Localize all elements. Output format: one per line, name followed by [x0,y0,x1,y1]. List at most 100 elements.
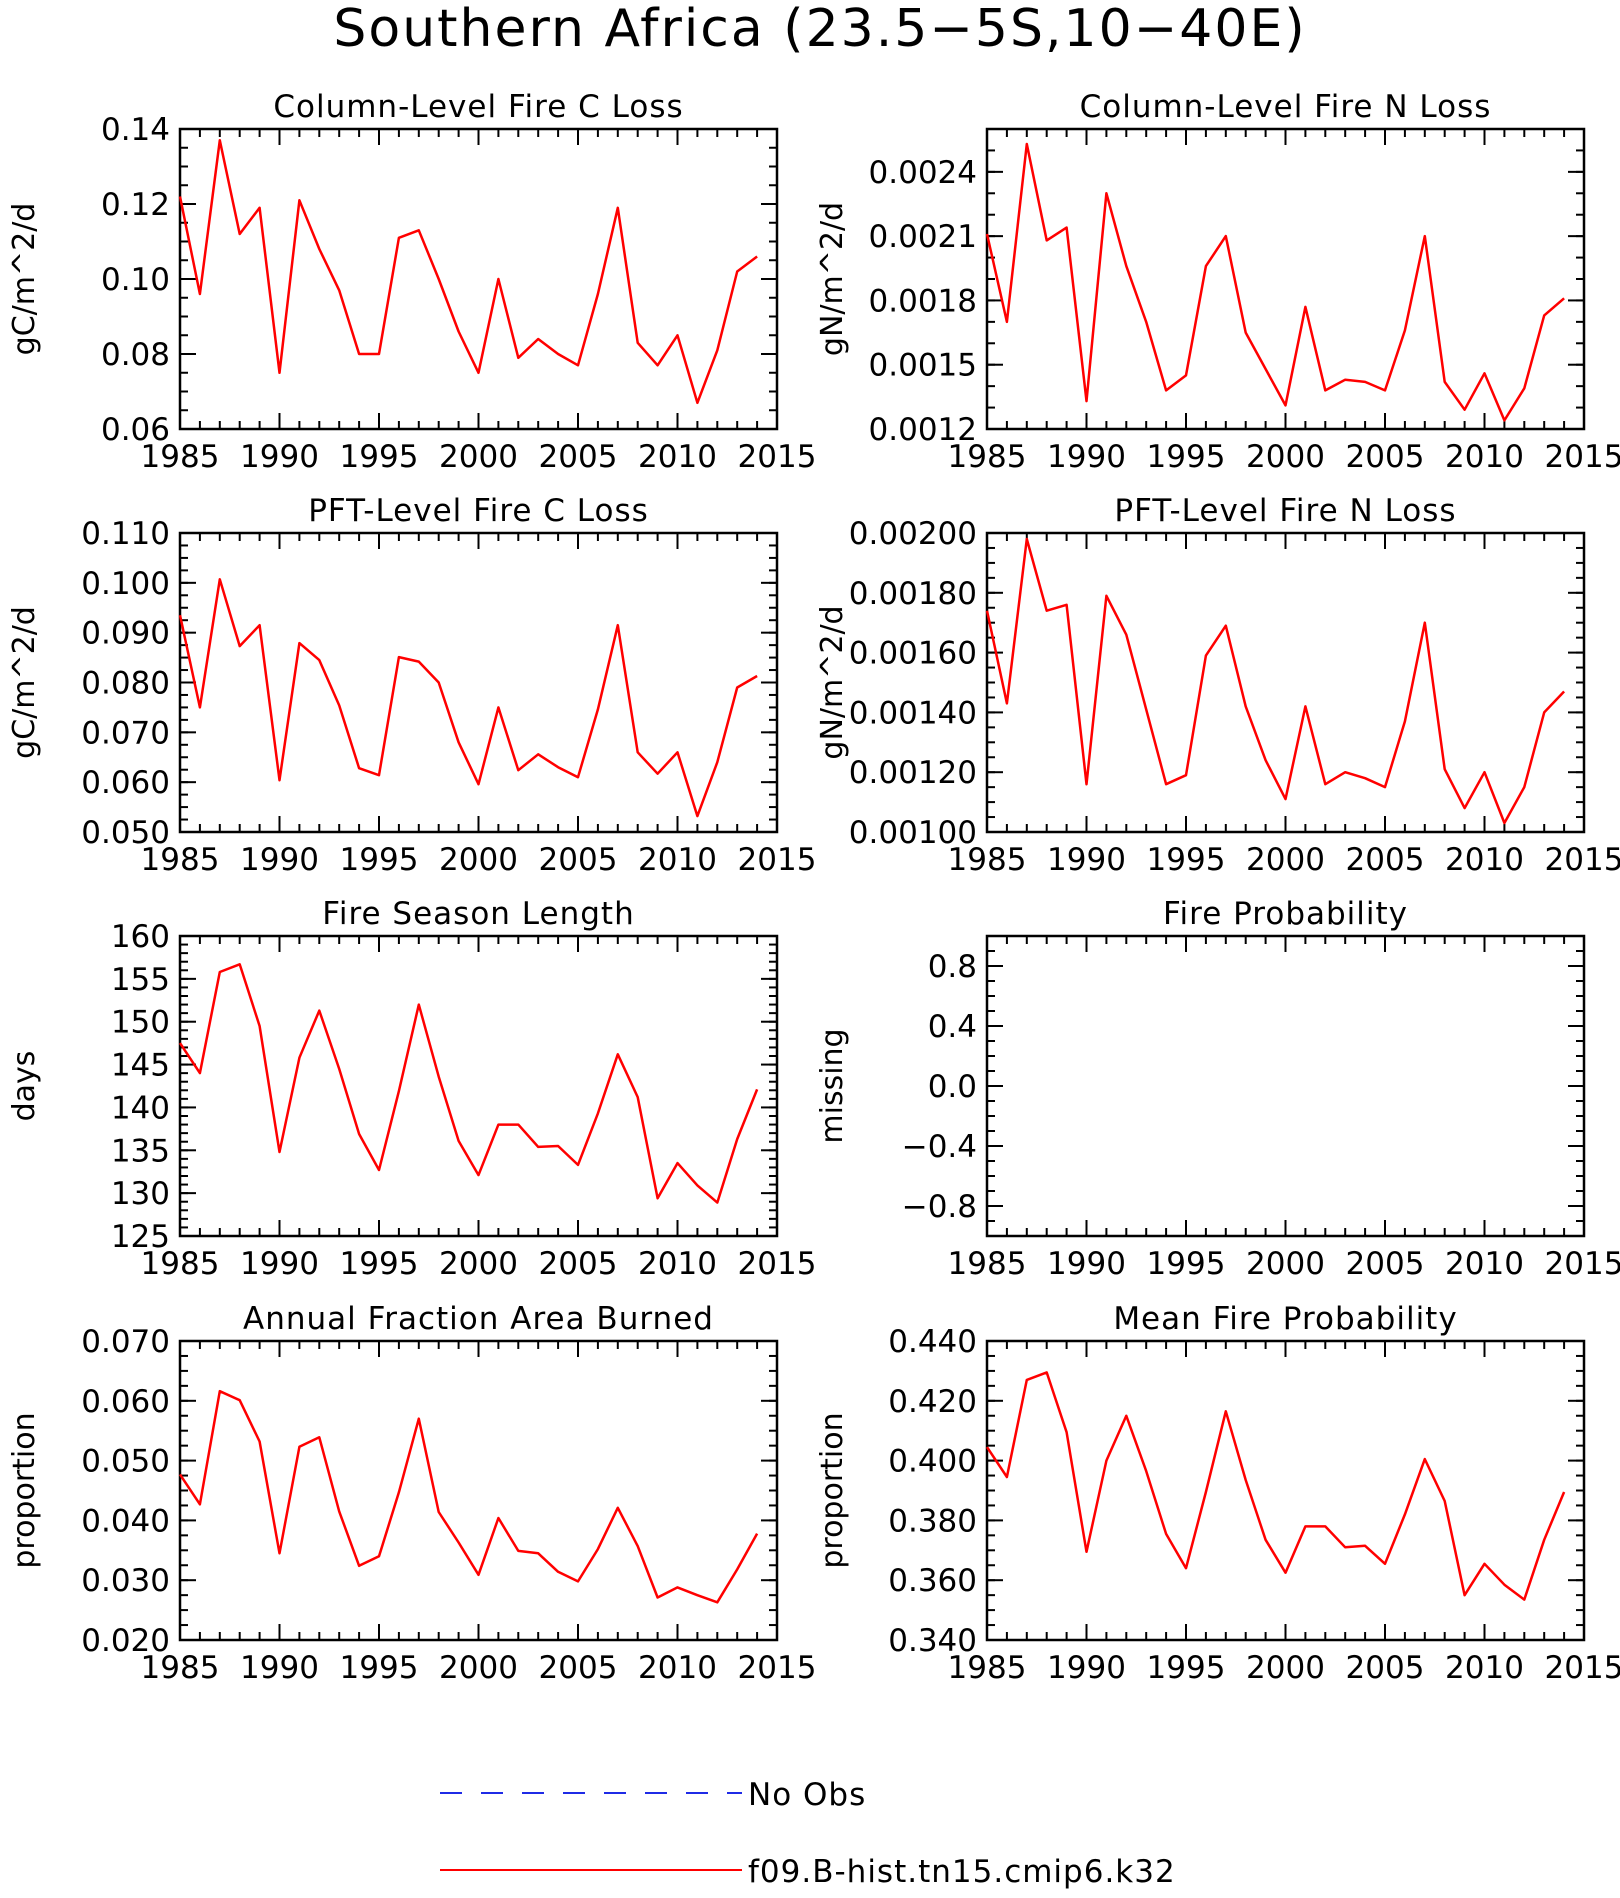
y-axis-label: proportion [7,1412,42,1568]
x-tick-label: 1990 [1047,842,1126,878]
y-tick-label: 0.0018 [869,283,977,319]
legend: No Obs f09.B-hist.tn15.cmip6.k32 [440,1777,1176,1890]
y-tick-label: 135 [111,1133,170,1169]
figure-title: Southern Africa (23.5−5S,10−40E) [333,0,1306,59]
y-tick-label: 0.040 [81,1503,170,1539]
y-tick-label: 0.340 [888,1623,977,1659]
y-tick-label: 0.0024 [869,155,977,191]
x-tick-label: 2010 [1445,1650,1524,1686]
x-tick-label: 2015 [1545,842,1620,878]
x-tick-label: 2015 [1545,1650,1620,1686]
x-tick-label: 2010 [638,439,717,475]
x-tick-label: 1985 [948,1650,1027,1686]
y-tick-label: 0.0015 [869,348,977,384]
y-tick-label: 0.060 [81,765,170,801]
x-tick-label: 2005 [1346,1246,1425,1282]
legend-label-no-obs: No Obs [748,1777,866,1813]
y-tick-label: 0.14 [101,112,170,148]
panel-2: Column-Level Fire N Loss gN/m^2/d 1985 1990… [815,89,1620,475]
x-tick-label: 2000 [439,439,518,475]
x-tick-label: 2005 [539,439,618,475]
plot-frame [985,531,1586,834]
y-tick-label: 155 [111,962,170,998]
y-tick-label: 150 [111,1005,170,1041]
panel-7: Annual Fraction Area Burned proportion 198… [7,1301,816,1686]
x-tick-label: 1995 [340,439,419,475]
plot-frame [985,127,1586,431]
x-tick-label: 2000 [1246,1650,1325,1686]
series-line [178,139,758,405]
x-tick-label: 1985 [141,1650,220,1686]
panel-4: PFT-Level Fire N Loss gN/m^2/d 1985 1990 199… [815,493,1620,878]
y-tick-label: 0.12 [101,187,170,223]
x-tick-label: 2010 [1445,1246,1524,1282]
y-tick-label: 0.0 [928,1069,977,1105]
series-line [178,963,759,1204]
panel-title: Fire Season Length [322,896,634,932]
x-tick-label: 1985 [141,439,220,475]
panel-title: PFT-Level Fire N Loss [1114,493,1456,529]
panel-8: Mean Fire Probability proportion 1985 1990 1… [815,1301,1620,1686]
y-tick-label: 0.070 [81,715,170,751]
y-tick-label: 0.400 [888,1444,977,1480]
legend-label-model: f09.B-hist.tn15.cmip6.k32 [748,1854,1176,1890]
x-tick-label: 2015 [738,439,817,475]
y-tick-label: −0.8 [902,1189,977,1225]
x-tick-label: 2005 [539,1650,618,1686]
panel-6: Fire Probability missing 1985 1990 1995 2000 2… [815,896,1620,1282]
x-tick-label: 1995 [1147,439,1226,475]
x-tick-label: 1990 [240,439,319,475]
x-tick-label: 2015 [738,1246,817,1282]
series-line [178,578,758,818]
y-tick-label: 0.00200 [849,516,977,552]
x-tick-label: 2015 [1545,1246,1620,1282]
y-tick-label: 0.360 [888,1563,977,1599]
x-tick-label: 2015 [738,842,817,878]
y-tick-label: 140 [111,1090,170,1126]
plot-frame [985,934,1586,1238]
y-tick-label: 0.00100 [849,815,977,851]
x-tick-label: 1985 [948,439,1027,475]
x-tick-label: 1990 [240,1650,319,1686]
series-line [985,142,1565,422]
panel-3: PFT-Level Fire C Loss gC/m^2/d 1985 1990 199… [7,493,816,878]
x-tick-label: 1995 [1147,1650,1226,1686]
x-tick-label: 1995 [1147,1246,1226,1282]
panel-title: PFT-Level Fire C Loss [308,493,649,529]
y-axis-label: gN/m^2/d [815,202,850,356]
panel-title: Column-Level Fire C Loss [273,89,683,125]
y-tick-label: 0.030 [81,1563,170,1599]
x-tick-label: 2015 [738,1650,817,1686]
series-line [985,1371,1566,1601]
y-tick-label: 0.8 [928,949,977,985]
y-tick-label: 0.060 [81,1384,170,1420]
series-line [178,1389,759,1604]
x-tick-label: 2010 [1445,842,1524,878]
x-tick-label: 1990 [240,842,319,878]
x-tick-label: 2000 [1246,1246,1325,1282]
x-tick-label: 2005 [539,1246,618,1282]
y-tick-label: 0.380 [888,1503,977,1539]
y-axis-label: missing [815,1028,850,1143]
y-tick-label: 0.050 [81,815,170,851]
x-tick-label: 2000 [1246,439,1325,475]
y-tick-label: 0.440 [888,1324,977,1360]
x-tick-label: 1990 [1047,439,1126,475]
x-tick-label: 1995 [340,842,419,878]
panel-title: Fire Probability [1163,896,1408,932]
x-tick-label: 1995 [340,1650,419,1686]
x-tick-label: 1985 [141,1246,220,1282]
x-tick-label: 1990 [1047,1246,1126,1282]
x-tick-label: 1985 [948,1246,1027,1282]
x-tick-label: 2000 [439,1246,518,1282]
y-tick-label: −0.4 [902,1129,977,1165]
x-tick-label: 2000 [439,842,518,878]
y-tick-label: 0.10 [101,262,170,298]
y-tick-label: 130 [111,1176,170,1212]
y-tick-label: 0.06 [101,412,170,448]
panel-title: Annual Fraction Area Burned [243,1301,714,1337]
x-tick-label: 2000 [1246,842,1325,878]
x-tick-label: 1990 [240,1246,319,1282]
y-tick-label: 0.110 [81,516,170,552]
x-tick-label: 2005 [1346,1650,1425,1686]
